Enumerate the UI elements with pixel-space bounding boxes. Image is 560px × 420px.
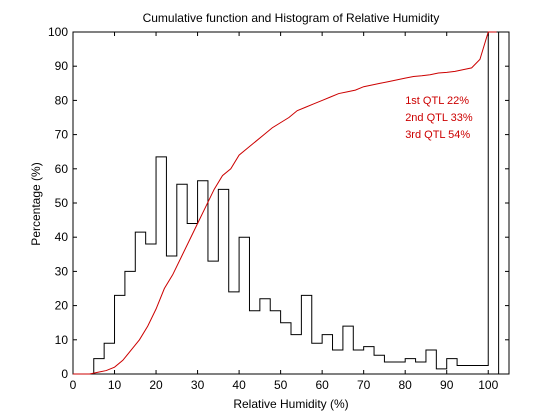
x-tick-label-3: 30 (191, 378, 205, 392)
y-axis-label: Percentage (%) (29, 162, 43, 245)
y-tick-label-9: 90 (55, 59, 69, 73)
x-tick-label-10: 100 (478, 378, 498, 392)
quantile-annotation-1: 2nd QTL 33% (405, 112, 473, 124)
y-tick-label-1: 10 (55, 333, 69, 347)
plot-area: 0 10 20 30 40 50 60 70 80 90 100 0 10 20 30 40 50 60 70 80 9… (48, 25, 510, 392)
x-tick-label-4: 40 (232, 378, 246, 392)
cumulative-line (73, 31, 497, 375)
histogram-line (73, 31, 510, 375)
y-tick-label-6: 60 (55, 162, 69, 176)
quantile-annotation-0: 1st QTL 22% (405, 95, 469, 107)
x-tick-label-0: 0 (70, 378, 77, 392)
y-tick-label-2: 20 (55, 299, 69, 313)
x-tick-label-6: 60 (315, 378, 329, 392)
y-tick-label-4: 40 (55, 230, 69, 244)
x-tick-label-5: 50 (274, 378, 288, 392)
x-tick-label-1: 10 (108, 378, 122, 392)
x-tick-label-2: 20 (149, 378, 163, 392)
y-tick-label-8: 80 (55, 93, 69, 107)
y-tick-label-5: 50 (55, 196, 69, 210)
y-tick-label-0: 0 (61, 367, 68, 381)
x-tick-label-9: 90 (440, 378, 454, 392)
y-tick-label-10: 100 (48, 25, 68, 39)
y-tick-label-3: 30 (55, 264, 69, 278)
x-tick-label-8: 80 (399, 378, 413, 392)
x-tick-label-7: 70 (357, 378, 371, 392)
x-axis-label: Relative Humidity (%) (233, 397, 348, 411)
quantile-annotation-2: 3rd QTL 54% (405, 129, 470, 141)
chart-title: Cumulative function and Histogram of Rel… (143, 11, 440, 25)
y-tick-label-7: 70 (55, 128, 69, 142)
